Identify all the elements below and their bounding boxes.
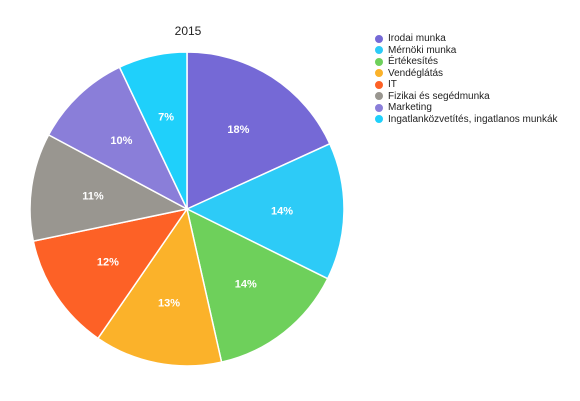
legend-swatch — [375, 57, 383, 66]
legend-swatch — [375, 115, 383, 124]
legend-label: Irodai munka — [388, 33, 446, 45]
pie-slice — [47, 66, 189, 211]
pie-slice — [185, 142, 345, 280]
legend-swatch — [375, 34, 383, 43]
legend-item: IT — [375, 79, 558, 91]
legend-label: Mérnöki munka — [388, 44, 457, 56]
legend-item: Értékesítés — [375, 56, 558, 68]
pie-slice — [186, 51, 331, 211]
slice-value-label: 14% — [235, 279, 257, 291]
pie-slice — [96, 207, 223, 367]
legend-label: Értékesítés — [388, 56, 439, 68]
legend-swatch — [375, 69, 383, 78]
legend-item: Ingatlanközvetítés, ingatlanos munkák — [375, 114, 558, 126]
slice-value-label: 7% — [158, 111, 174, 123]
slice-value-label: 12% — [97, 257, 119, 269]
legend-label: Vendéglátás — [388, 67, 444, 79]
legend: Irodai munka Mérnöki munka Értékesítés Vend… — [375, 33, 558, 125]
legend-item: Mérnöki munka — [375, 45, 558, 57]
slice-value-label: 11% — [82, 190, 104, 202]
legend-swatch — [375, 103, 383, 112]
chart-title: 2015 — [174, 24, 202, 38]
slice-value-label: 10% — [110, 135, 132, 147]
slice-value-label: 18% — [227, 124, 249, 136]
legend-swatch — [375, 46, 383, 55]
legend-swatch — [375, 92, 383, 101]
legend-label: Ingatlanközvetítés, ingatlanos munkák — [388, 113, 558, 125]
legend-label: IT — [388, 79, 397, 91]
pie-slice — [118, 51, 188, 210]
pie-slice — [32, 207, 189, 340]
pie-slice — [185, 207, 329, 364]
legend-swatch — [375, 80, 383, 89]
pie-slice — [29, 133, 190, 243]
legend-item: Fizikai és segédmunka — [375, 91, 558, 103]
slice-value-label: 13% — [158, 297, 180, 309]
legend-label: Fizikai és segédmunka — [388, 90, 490, 102]
legend-item: Vendéglátás — [375, 68, 558, 80]
legend-item: Irodai munka — [375, 33, 558, 45]
legend-item: Marketing — [375, 102, 558, 114]
legend-label: Marketing — [388, 102, 432, 114]
slice-value-label: 14% — [271, 206, 293, 218]
